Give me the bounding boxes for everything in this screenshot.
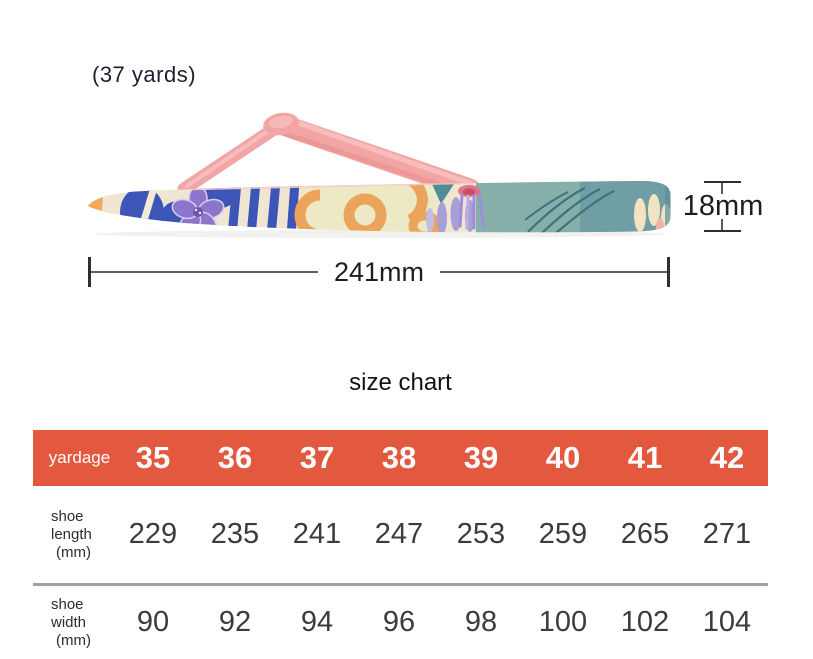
length-value-37: 241 xyxy=(292,518,342,550)
length-value-36: 235 xyxy=(210,518,260,550)
dimension-tick-right xyxy=(667,257,670,287)
shoe-length-label: shoe length (mm) xyxy=(33,508,112,562)
header-size-37: 37 xyxy=(299,440,335,475)
shoe-width-label: shoe width (mm) xyxy=(33,596,112,650)
shoe-length-label-line3: (mm) xyxy=(56,543,91,561)
shoe-length-label-line2: length xyxy=(51,525,92,543)
header-size-41: 41 xyxy=(627,440,663,475)
length-dimension-label: 241mm xyxy=(333,256,425,287)
strap xyxy=(177,112,481,200)
length-value-42: 271 xyxy=(702,518,752,550)
shoe-width-label-line1: shoe xyxy=(51,595,84,613)
dimension-tick-left xyxy=(88,257,91,287)
shoe-width-label-line2: width xyxy=(51,613,87,631)
toe-post xyxy=(458,185,485,230)
dimension-line-left xyxy=(91,271,318,273)
thickness-line-top xyxy=(721,183,723,194)
header-size-42: 42 xyxy=(709,440,745,475)
width-value-35: 90 xyxy=(136,606,170,638)
length-dimension: 241mm xyxy=(88,257,670,287)
header-size-38: 38 xyxy=(381,440,417,475)
sole-pattern xyxy=(88,180,671,233)
thickness-dimension-label: 18mm xyxy=(682,190,764,222)
header-size-35: 35 xyxy=(135,440,171,475)
dimension-line-right xyxy=(440,271,667,273)
header-yardage-label: yardage xyxy=(48,448,111,467)
size-chart-table: yardage 35 36 37 38 39 40 41 42 shoe len… xyxy=(33,430,768,659)
width-value-40: 100 xyxy=(538,606,588,638)
length-value-40: 259 xyxy=(538,518,588,550)
thickness-line-bottom xyxy=(721,219,723,230)
width-value-39: 98 xyxy=(464,606,498,638)
width-value-41: 102 xyxy=(620,606,670,638)
width-value-36: 92 xyxy=(218,606,252,638)
width-value-37: 94 xyxy=(300,606,334,638)
size-chart-title: size chart xyxy=(349,369,452,396)
table-divider xyxy=(33,583,768,586)
thickness-tick-top xyxy=(704,181,741,183)
thickness-tick-bottom xyxy=(704,230,741,232)
length-value-38: 247 xyxy=(374,518,424,550)
width-value-38: 96 xyxy=(382,606,416,638)
shoe-length-row: shoe length (mm) 229 235 241 247 253 259… xyxy=(33,486,768,583)
header-size-39: 39 xyxy=(463,440,499,475)
length-value-39: 253 xyxy=(456,518,506,550)
header-size-36: 36 xyxy=(217,440,253,475)
size-chart-header-row: yardage 35 36 37 38 39 40 41 42 xyxy=(33,430,768,486)
flip-flop-image xyxy=(88,112,671,238)
shoe-width-row: shoe width (mm) 90 92 94 96 98 100 102 1… xyxy=(33,586,768,659)
shoe-length-label-line1: shoe xyxy=(51,507,84,525)
length-value-35: 229 xyxy=(128,518,178,550)
shoe-width-label-line3: (mm) xyxy=(56,631,91,649)
header-size-40: 40 xyxy=(545,440,581,475)
size-note-label: (37 yards) xyxy=(92,62,197,87)
width-value-42: 104 xyxy=(702,606,752,638)
length-value-41: 265 xyxy=(620,518,670,550)
